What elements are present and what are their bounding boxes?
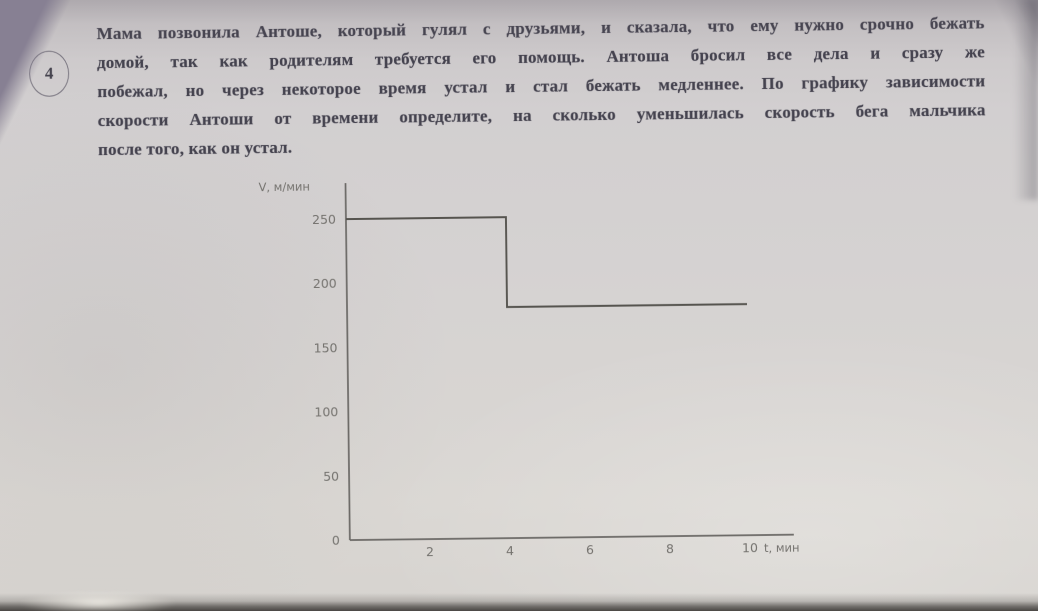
- problem-text: Мама позвонила Антоше, который гулял с д…: [96, 8, 986, 164]
- x-axis-line: [349, 533, 794, 541]
- speed-line: [345, 216, 748, 308]
- speed-time-graph: 0 50 100 150 200 250 2 4 6 8 10 V, м/мин t, мин: [250, 169, 835, 576]
- x-tick-label: 2: [426, 544, 434, 559]
- x-tick-label: 8: [666, 541, 674, 556]
- y-tick-label: 50: [323, 469, 339, 484]
- problem-number: 4: [44, 63, 54, 83]
- y-tick-label: 250: [312, 212, 336, 227]
- y-tick-label: 200: [313, 276, 337, 291]
- y-axis-line: [344, 183, 351, 541]
- x-tick-label: 4: [506, 543, 514, 558]
- speed-time-graph-canvas: 0 50 100 150 200 250 2 4 6 8 10 V, м/мин t, мин: [258, 180, 800, 560]
- y-tick-label: 150: [314, 340, 338, 355]
- x-tick-label: 6: [586, 542, 594, 557]
- x-axis-title: t, мин: [764, 541, 800, 555]
- y-tick-label: 100: [314, 404, 338, 419]
- problem-number-badge: 4: [28, 50, 70, 97]
- x-tick-label: 10: [742, 540, 758, 555]
- y-tick-label: 0: [332, 533, 340, 548]
- y-axis-title: V, м/мин: [258, 180, 310, 195]
